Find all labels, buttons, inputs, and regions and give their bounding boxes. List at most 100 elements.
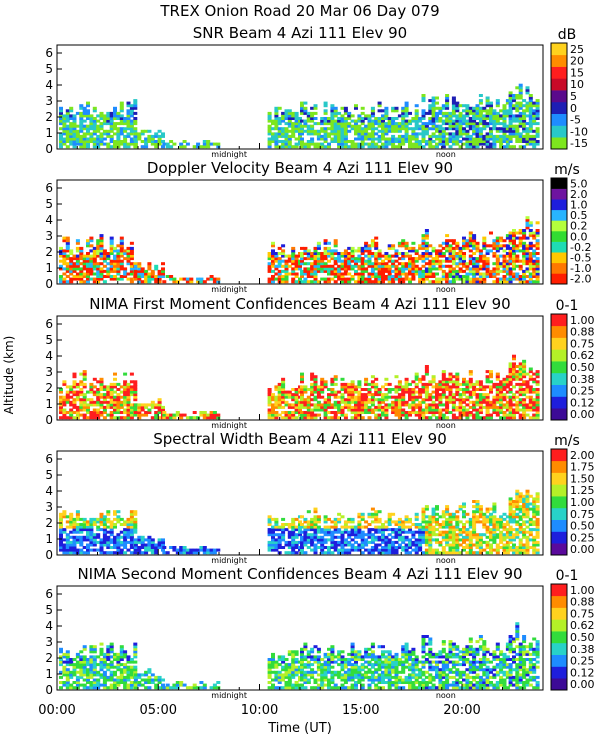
data-cell (492, 269, 497, 273)
data-cell (360, 395, 365, 399)
data-cell (421, 398, 426, 402)
data-cell (360, 393, 365, 397)
data-cell (133, 275, 138, 278)
data-cell (401, 117, 406, 120)
data-cell (482, 275, 487, 278)
data-cell (109, 275, 114, 278)
data-cell (448, 395, 453, 399)
data-cell (535, 370, 540, 374)
data-cell (96, 398, 101, 402)
data-cell (502, 114, 507, 118)
data-cell (129, 535, 134, 539)
data-cell (387, 538, 392, 542)
data-cell (350, 277, 355, 281)
data-cell (414, 395, 419, 399)
data-cell (126, 390, 131, 394)
data-cell (267, 515, 272, 519)
data-cell (387, 533, 392, 537)
data-cell (109, 236, 114, 240)
data-cell (154, 413, 159, 417)
data-cell (472, 264, 477, 268)
data-cell (267, 390, 272, 394)
data-cell (86, 127, 90, 131)
data-cell (489, 132, 493, 136)
data-cell (492, 280, 497, 284)
data-cell (102, 416, 107, 420)
data-cell (161, 134, 165, 138)
data-cell (411, 403, 416, 407)
data-cell (106, 546, 111, 549)
data-cell (126, 119, 131, 123)
data-cell (126, 388, 131, 391)
data-cell (404, 390, 409, 394)
data-cell (357, 134, 362, 138)
data-cell (69, 408, 74, 412)
data-cell (274, 119, 279, 123)
data-cell (169, 546, 174, 549)
data-cell (316, 517, 321, 521)
data-cell (109, 145, 114, 149)
data-cell (267, 540, 272, 544)
data-cell (281, 111, 286, 115)
data-cell (367, 512, 372, 516)
data-cell (62, 403, 67, 407)
data-cell (113, 145, 117, 149)
data-cell (113, 512, 117, 516)
data-cell (532, 267, 537, 271)
data-cell (82, 109, 87, 113)
data-cell (320, 405, 325, 409)
data-cell (123, 395, 128, 399)
data-cell (518, 145, 523, 149)
data-cell (340, 408, 345, 412)
data-cell (408, 413, 412, 417)
data-cell (411, 390, 416, 394)
data-cell (502, 106, 507, 110)
data-cell (508, 367, 513, 371)
data-cell (340, 122, 345, 126)
data-cell (424, 275, 429, 278)
data-cell (337, 111, 342, 115)
data-cell (535, 395, 540, 399)
data-cell (129, 106, 134, 110)
data-cell (495, 137, 500, 141)
data-cell (408, 382, 412, 386)
data-cell (162, 280, 167, 284)
data-cell (387, 546, 392, 549)
data-cell (303, 129, 308, 133)
data-cell (367, 275, 372, 278)
data-cell (291, 538, 296, 542)
data-cell (492, 405, 497, 409)
data-cell (384, 254, 389, 258)
data-cell (408, 134, 412, 138)
y-tick-label: 5 (45, 333, 53, 347)
data-cell (310, 252, 315, 255)
data-cell (86, 269, 90, 273)
data-cell (377, 538, 382, 542)
data-cell (271, 262, 275, 266)
data-cell (505, 385, 510, 389)
data-cell (489, 375, 493, 379)
data-cell (354, 533, 358, 537)
data-cell (354, 528, 358, 532)
data-cell (337, 408, 342, 412)
data-cell (397, 523, 402, 526)
data-cell (129, 385, 134, 389)
data-cell (340, 515, 345, 519)
data-cell (274, 538, 279, 542)
data-cell (99, 523, 104, 526)
data-cell (133, 403, 138, 407)
data-cell (374, 275, 379, 278)
data-cell (340, 530, 345, 534)
data-cell (462, 244, 466, 248)
data-cell (294, 535, 299, 539)
data-cell (123, 137, 128, 141)
data-cell (508, 145, 513, 149)
data-cell (458, 119, 463, 123)
data-cell (478, 393, 483, 397)
data-cell (102, 540, 107, 544)
data-cell (89, 134, 94, 138)
data-cell (354, 137, 358, 141)
data-cell (327, 400, 331, 404)
data-cell (528, 223, 533, 227)
data-cell (337, 551, 342, 555)
